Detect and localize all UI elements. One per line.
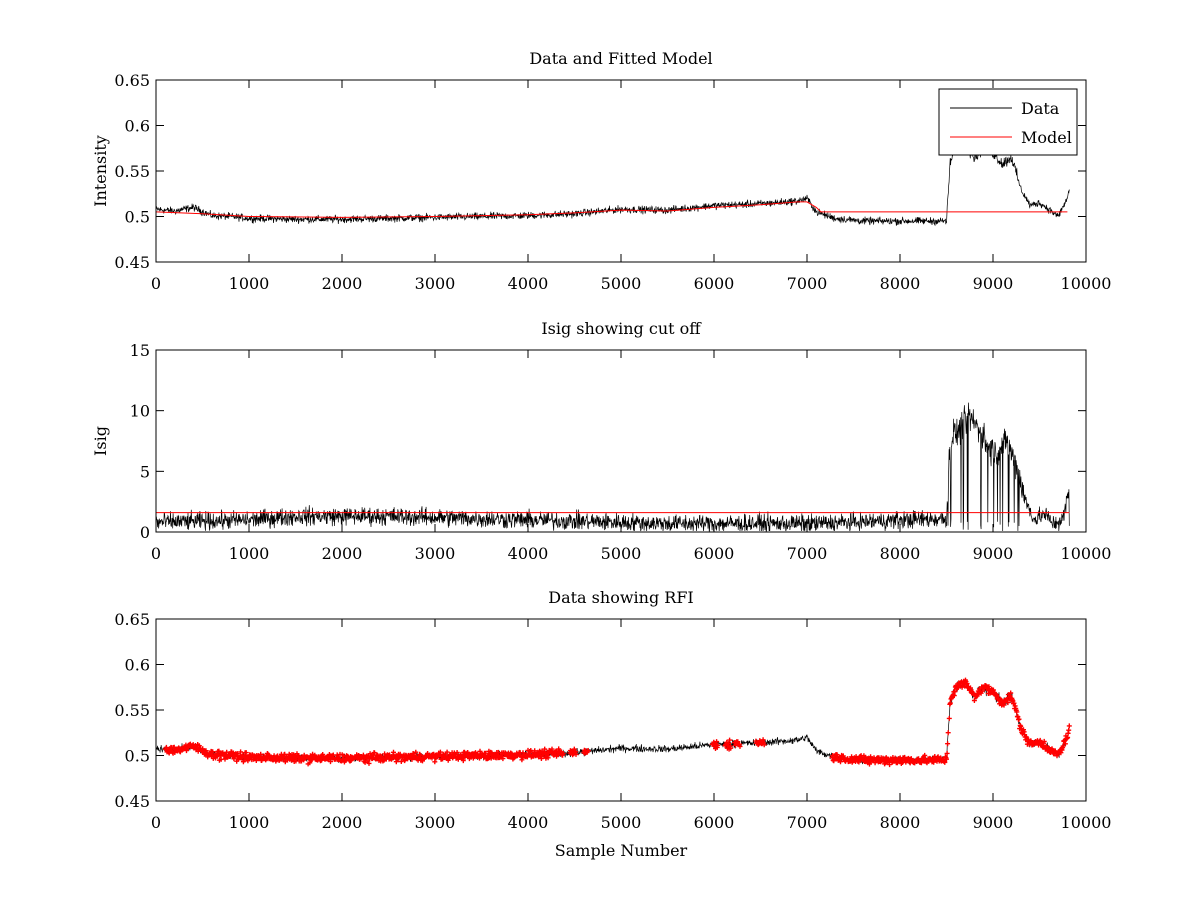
- panel-1: 0 1000 2000 3000 4000 5000 6000 7000 8000 9000 100…: [91, 49, 1111, 293]
- x-tick-label: 6000: [694, 544, 735, 563]
- x-tick-label: 8000: [880, 544, 921, 563]
- y-tick-label: 0.65: [114, 71, 150, 90]
- data-line-2: [156, 402, 1070, 532]
- x-tick-label: 9000: [973, 274, 1014, 293]
- rfi-flagged-points: [162, 677, 1072, 768]
- x-tick-label: 1000: [229, 544, 270, 563]
- x-tick-label: 6000: [694, 274, 735, 293]
- y-tick-label: 0: [140, 523, 150, 542]
- x-tick-label: 7000: [787, 813, 828, 832]
- x-tick-label: 3000: [415, 544, 456, 563]
- legend-label: Data: [1021, 99, 1060, 118]
- x-tick-label: 2000: [322, 813, 363, 832]
- legend-label: Model: [1021, 128, 1072, 147]
- chart-title: Data showing RFI: [548, 588, 693, 607]
- plot-area: [156, 138, 1070, 227]
- chart-title: Isig showing cut off: [541, 319, 702, 338]
- x-tick-label: 9000: [973, 544, 1014, 563]
- x-tick-label: 10000: [1061, 544, 1112, 563]
- plot-area: [156, 402, 1070, 532]
- y-tick-label: 0.5: [125, 208, 150, 227]
- x-tick-label: 6000: [694, 813, 735, 832]
- x-tick-label: 1000: [229, 274, 270, 293]
- x-tick-label: 4000: [508, 544, 549, 563]
- axes-frame: [155, 349, 1087, 533]
- x-tick-label: 4000: [508, 274, 549, 293]
- y-tick-label: 0.55: [114, 701, 150, 720]
- y-axis-label: Intensity: [91, 135, 110, 207]
- x-tick-label: 0: [151, 274, 161, 293]
- x-tick-label: 7000: [787, 544, 828, 563]
- chart-title: Data and Fitted Model: [529, 49, 712, 68]
- y-tick-label: 5: [140, 462, 150, 481]
- data-line-3: [156, 679, 1070, 765]
- x-tick-label: 2000: [322, 274, 363, 293]
- x-tick-label: 0: [151, 544, 161, 563]
- x-tick-label: 9000: [973, 813, 1014, 832]
- plot-area: [156, 677, 1072, 768]
- model-line-1: [156, 201, 1068, 218]
- panel-2: 0 1000 2000 3000 4000 5000 6000 7000 8000 9000 100…: [91, 319, 1111, 563]
- y-tick-label: 0.65: [114, 610, 150, 629]
- x-tick-label: 2000: [322, 544, 363, 563]
- y-tick-label: 0.45: [114, 253, 150, 272]
- y-tick-label: 0.6: [125, 656, 150, 675]
- y-tick-label: 10: [130, 402, 150, 421]
- x-tick-label: 4000: [508, 813, 549, 832]
- legend: Data Model: [938, 88, 1078, 156]
- x-tick-label: 3000: [415, 274, 456, 293]
- y-tick-label: 0.45: [114, 792, 150, 811]
- x-tick-label: 1000: [229, 813, 270, 832]
- y-tick-label: 0.55: [114, 162, 150, 181]
- x-tick-label: 3000: [415, 813, 456, 832]
- x-axis-label: Sample Number: [555, 841, 688, 860]
- axes-frame: [155, 618, 1087, 802]
- panel-3: 0 1000 2000 3000 4000 5000 6000 7000 8000 9000 100…: [114, 588, 1111, 860]
- y-tick-label: 0.5: [125, 747, 150, 766]
- legend-box: [938, 88, 1078, 156]
- x-tick-label: 0: [151, 813, 161, 832]
- x-tick-label: 7000: [787, 274, 828, 293]
- x-tick-label: 5000: [601, 813, 642, 832]
- x-tick-label: 5000: [601, 544, 642, 563]
- y-tick-label: 0.6: [125, 117, 150, 136]
- x-tick-label: 8000: [880, 274, 921, 293]
- y-axis-label: Isig: [91, 426, 110, 456]
- y-tick-label: 15: [130, 341, 150, 360]
- x-tick-label: 5000: [601, 274, 642, 293]
- x-tick-label: 10000: [1061, 813, 1112, 832]
- x-tick-label: 10000: [1061, 274, 1112, 293]
- x-tick-label: 8000: [880, 813, 921, 832]
